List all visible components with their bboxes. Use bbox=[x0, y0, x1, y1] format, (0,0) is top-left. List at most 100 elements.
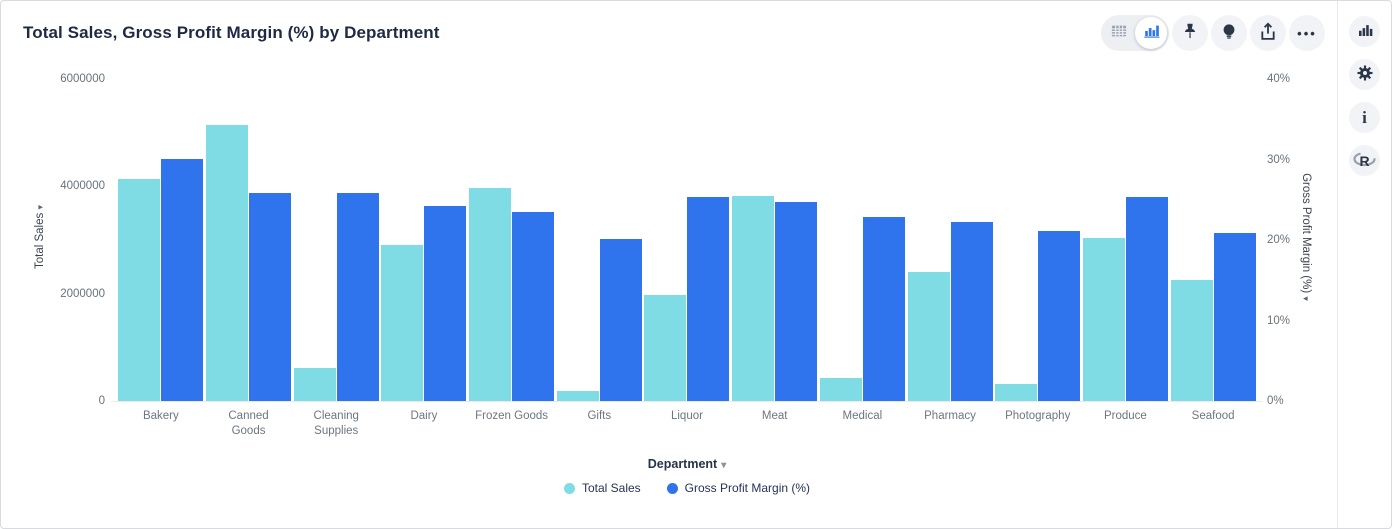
table-grid-icon bbox=[1109, 21, 1129, 46]
x-category-label: Liquor bbox=[670, 410, 703, 422]
settings-button[interactable] bbox=[1349, 59, 1380, 90]
share-button[interactable] bbox=[1250, 15, 1286, 51]
x-axis-line bbox=[111, 401, 1263, 402]
plot-area bbox=[117, 79, 1257, 401]
bar-gross-profit-margin-liquor[interactable] bbox=[687, 197, 730, 401]
axis-tick-label: 2000000 bbox=[60, 287, 105, 300]
y-axis-right-ticks: 0% 10% 20% 30% 40% bbox=[1267, 73, 1327, 407]
axis-tick-label: 40% bbox=[1267, 73, 1291, 85]
bar-total-sales-photography[interactable] bbox=[995, 384, 1038, 401]
bar-gross-profit-margin-meat[interactable] bbox=[775, 202, 818, 401]
lightbulb-icon bbox=[1218, 21, 1240, 46]
bar-total-sales-gifts[interactable] bbox=[556, 391, 599, 401]
axis-tick-label: 30% bbox=[1267, 153, 1291, 166]
bar-group-frozen-goods bbox=[468, 79, 556, 401]
bar-group-medical bbox=[819, 79, 907, 401]
bar-total-sales-produce[interactable] bbox=[1082, 238, 1125, 401]
bar-group-seafood bbox=[1169, 79, 1257, 401]
bar-gross-profit-margin-bakery[interactable] bbox=[161, 159, 204, 401]
bar-group-photography bbox=[994, 79, 1082, 401]
axis-tick-label: 10% bbox=[1267, 314, 1291, 327]
axis-tick-label: 0% bbox=[1267, 395, 1284, 407]
bar-total-sales-bakery[interactable] bbox=[118, 179, 161, 401]
bar-total-sales-pharmacy[interactable] bbox=[907, 272, 950, 401]
bar-group-bakery bbox=[117, 79, 205, 401]
x-category-label: Seafood bbox=[1191, 410, 1235, 422]
ellipsis-icon: ••• bbox=[1297, 25, 1317, 41]
x-axis-category-labels: Bakery Canned Goods Cleaning Supplies Dairy… bbox=[117, 409, 1257, 439]
bar-group-dairy bbox=[380, 79, 468, 401]
bar-chart-icon bbox=[1356, 21, 1374, 42]
bar-group-cleaning-supplies bbox=[292, 79, 380, 401]
legend-item-gross-profit-margin[interactable]: Gross Profit Margin (%) bbox=[666, 481, 811, 495]
bar-group-pharmacy bbox=[906, 79, 994, 401]
bar-group-meat bbox=[731, 79, 819, 401]
bar-gross-profit-margin-frozen-goods[interactable] bbox=[512, 212, 555, 401]
x-category-label: Frozen Goods bbox=[475, 410, 549, 422]
x-category-label: Cleaning Supplies bbox=[313, 410, 359, 437]
bar-gross-profit-margin-medical[interactable] bbox=[862, 217, 905, 401]
r-analysis-button[interactable]: R bbox=[1349, 145, 1380, 176]
bar-gross-profit-margin-cleaning-supplies[interactable] bbox=[336, 193, 379, 401]
toolbar: ••• bbox=[1101, 15, 1325, 51]
x-category-label: Dairy bbox=[410, 410, 438, 422]
chart-view-button[interactable] bbox=[1135, 17, 1167, 49]
axis-tick-label: 4000000 bbox=[60, 180, 105, 193]
bar-total-sales-dairy[interactable] bbox=[381, 245, 424, 401]
gear-icon bbox=[1355, 63, 1375, 86]
bar-group-gifts bbox=[555, 79, 643, 401]
legend-dot-icon bbox=[666, 482, 678, 494]
bar-total-sales-meat[interactable] bbox=[732, 196, 775, 401]
x-category-label: Photography bbox=[1005, 410, 1071, 422]
bar-gross-profit-margin-canned-goods[interactable] bbox=[249, 193, 292, 401]
page-title: Total Sales, Gross Profit Margin (%) by … bbox=[23, 23, 440, 42]
view-toggle bbox=[1101, 15, 1169, 51]
side-rail: i R bbox=[1337, 1, 1391, 528]
x-category-label: Bakery bbox=[142, 410, 179, 422]
bar-total-sales-canned-goods[interactable] bbox=[206, 125, 249, 401]
bar-chart-icon bbox=[1141, 21, 1161, 46]
x-category-label: Medical bbox=[842, 410, 883, 422]
legend-item-total-sales[interactable]: Total Sales bbox=[563, 481, 641, 495]
bar-total-sales-frozen-goods[interactable] bbox=[469, 188, 512, 401]
bar-group-liquor bbox=[643, 79, 731, 401]
bar-group-canned-goods bbox=[205, 79, 293, 401]
legend: Total Sales Gross Profit Margin (%) bbox=[117, 481, 1257, 495]
insights-button[interactable] bbox=[1211, 15, 1247, 51]
legend-dot-icon bbox=[563, 482, 575, 494]
x-category-label: Pharmacy bbox=[924, 410, 976, 422]
bar-total-sales-medical[interactable] bbox=[819, 378, 862, 401]
table-view-button[interactable] bbox=[1103, 17, 1135, 49]
x-category-label: Meat bbox=[761, 410, 788, 422]
bar-gross-profit-margin-pharmacy[interactable] bbox=[950, 222, 993, 401]
bar-gross-profit-margin-seafood[interactable] bbox=[1213, 233, 1256, 401]
x-axis-title[interactable]: Department ▾ bbox=[647, 457, 727, 471]
axis-tick-label: 20% bbox=[1267, 234, 1291, 246]
bar-total-sales-seafood[interactable] bbox=[1170, 280, 1213, 401]
x-category-label: Produce bbox=[1103, 410, 1147, 422]
bar-total-sales-liquor[interactable] bbox=[644, 295, 687, 401]
bar-total-sales-cleaning-supplies[interactable] bbox=[293, 368, 336, 401]
y-axis-left-ticks: 0 2000000 4000000 6000000 bbox=[1, 73, 105, 407]
axis-tick-label: 0 bbox=[98, 395, 105, 407]
pin-button[interactable] bbox=[1172, 15, 1208, 51]
bar-group-produce bbox=[1082, 79, 1170, 401]
r-logo-icon: R bbox=[1359, 152, 1370, 169]
r-logo-halo bbox=[1352, 151, 1377, 172]
x-category-label: Gifts bbox=[587, 410, 612, 422]
bar-gross-profit-margin-gifts[interactable] bbox=[599, 239, 642, 401]
bar-gross-profit-margin-produce[interactable] bbox=[1125, 197, 1168, 401]
chart-type-button[interactable] bbox=[1349, 16, 1380, 47]
bar-gross-profit-margin-dairy[interactable] bbox=[424, 206, 467, 401]
dropdown-arrow-icon: ▾ bbox=[721, 460, 727, 471]
x-category-label: Canned Goods bbox=[228, 410, 269, 437]
bar-gross-profit-margin-photography[interactable] bbox=[1038, 231, 1081, 401]
more-button[interactable]: ••• bbox=[1289, 15, 1325, 51]
share-icon bbox=[1257, 21, 1279, 46]
info-button[interactable]: i bbox=[1349, 102, 1380, 133]
legend-label: Gross Profit Margin (%) bbox=[684, 481, 811, 495]
pin-icon bbox=[1179, 21, 1201, 46]
info-icon: i bbox=[1362, 108, 1367, 127]
legend-label: Total Sales bbox=[581, 481, 641, 495]
